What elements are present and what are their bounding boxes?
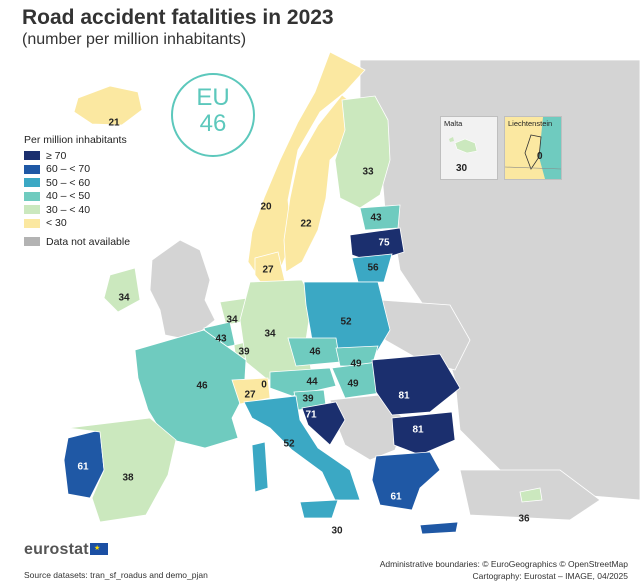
region-value-ro: 81	[398, 390, 410, 402]
region-value-dk: 27	[262, 264, 274, 276]
region-value-be: 43	[215, 333, 227, 345]
region-croatia	[301, 401, 346, 446]
region-uk	[149, 239, 216, 341]
legend-label: < 30	[46, 217, 67, 230]
region-ireland	[103, 267, 141, 313]
eurostat-logo: eurostat	[24, 541, 89, 558]
region-sicily	[299, 499, 339, 519]
region-value-lt: 56	[367, 262, 379, 274]
region-italy	[243, 395, 361, 501]
region-value-se: 22	[300, 218, 312, 230]
region-value-fi: 33	[362, 166, 374, 178]
legend-label: 60 – < 70	[46, 163, 91, 176]
region-value-hu: 49	[347, 378, 359, 390]
legend-label: ≥ 70	[46, 149, 67, 162]
region-value-no: 20	[260, 201, 272, 213]
map-title: Road accident fatalities in 2023	[22, 6, 334, 29]
legend-item: 50 – < 60	[24, 176, 130, 190]
source-note: Source datasets: tran_sf_roadus and demo…	[24, 570, 208, 580]
legend-swatch	[24, 218, 40, 228]
eu-flag-icon: ★	[90, 543, 108, 555]
region-value-is: 21	[108, 117, 120, 129]
region-sardinia	[251, 441, 269, 493]
region-lithuania	[351, 253, 393, 283]
legend: Per million inhabitants ≥ 70 60 – < 70 5…	[24, 134, 130, 249]
inset-liechtenstein-shape	[505, 117, 561, 179]
map-subtitle: (number per million inhabitants)	[22, 31, 247, 48]
region-value-de: 34	[264, 328, 276, 340]
inset-malta-shape	[449, 137, 478, 154]
legend-item: < 30	[24, 217, 130, 231]
inset-liechtenstein-title: Liechtenstein	[508, 119, 553, 128]
region-france	[134, 329, 247, 449]
credits-boundaries: Administrative boundaries: © EuroGeograp…	[379, 559, 628, 569]
region-greece	[371, 451, 441, 511]
region-value-si: 39	[302, 393, 314, 405]
region-value-bg: 81	[412, 424, 424, 436]
region-value-fr: 46	[196, 380, 208, 392]
legend-label: Data not available	[46, 235, 131, 248]
region-value-es: 38	[122, 472, 134, 484]
legend-label: 30 – < 40	[46, 203, 91, 216]
region-value-ch: 27	[244, 389, 256, 401]
legend-label: 50 – < 60	[46, 176, 91, 189]
legend-swatch	[24, 191, 40, 201]
region-spain	[67, 417, 177, 523]
region-crete	[419, 521, 459, 535]
legend-item: 30 – < 40	[24, 203, 130, 217]
legend-swatch	[24, 237, 40, 247]
region-switzerland	[231, 377, 271, 405]
legend-title: Per million inhabitants	[24, 134, 127, 146]
region-value-mt: 30	[331, 525, 343, 537]
legend-item-na: Data not available	[24, 235, 130, 249]
region-value-cy: 36	[518, 513, 530, 525]
region-bulgaria	[391, 411, 456, 456]
region-value-li: 0	[261, 379, 267, 391]
region-value-pt: 61	[77, 461, 89, 473]
region-value-ie: 34	[118, 292, 130, 304]
legend-swatch	[24, 151, 40, 161]
region-value-nl: 34	[226, 314, 238, 326]
inset-malta: Malta 30	[440, 116, 498, 180]
region-value-pl: 52	[340, 316, 352, 328]
region-value-hr: 71	[305, 409, 317, 421]
legend-swatch	[24, 178, 40, 188]
eu-badge-label: EU	[196, 84, 230, 111]
region-value-it: 52	[283, 438, 295, 450]
credits-cartography: Cartography: Eurostat – IMAGE, 04/2025	[472, 571, 628, 581]
legend-item: 40 – < 50	[24, 190, 130, 204]
legend-label: 40 – < 50	[46, 190, 91, 203]
region-value-at: 44	[306, 376, 318, 388]
region-value-el: 61	[390, 491, 402, 503]
inset-malta-value: 30	[456, 163, 468, 174]
region-value-cz: 46	[309, 346, 321, 358]
region-value-sk: 49	[350, 358, 362, 370]
legend-swatch	[24, 164, 40, 174]
region-iceland	[73, 85, 143, 126]
credits: Administrative boundaries: © EuroGeograp…	[380, 558, 628, 582]
legend-item: ≥ 70	[24, 149, 130, 163]
inset-liechtenstein: Liechtenstein 0	[504, 116, 562, 180]
region-value-ee: 43	[370, 212, 382, 224]
inset-malta-title: Malta	[444, 119, 463, 128]
legend-swatch	[24, 205, 40, 215]
region-value-lv: 75	[378, 237, 390, 249]
region-cyprus	[519, 487, 543, 503]
eu-badge-value: 46	[199, 110, 227, 137]
eu-average-badge: EU 46	[171, 73, 255, 157]
region-romania	[371, 353, 461, 416]
inset-liechtenstein-value: 0	[537, 151, 543, 162]
legend-item: 60 – < 70	[24, 163, 130, 177]
region-value-lu: 39	[238, 346, 250, 358]
region-finland	[334, 95, 391, 209]
region-ukraine	[379, 299, 471, 371]
